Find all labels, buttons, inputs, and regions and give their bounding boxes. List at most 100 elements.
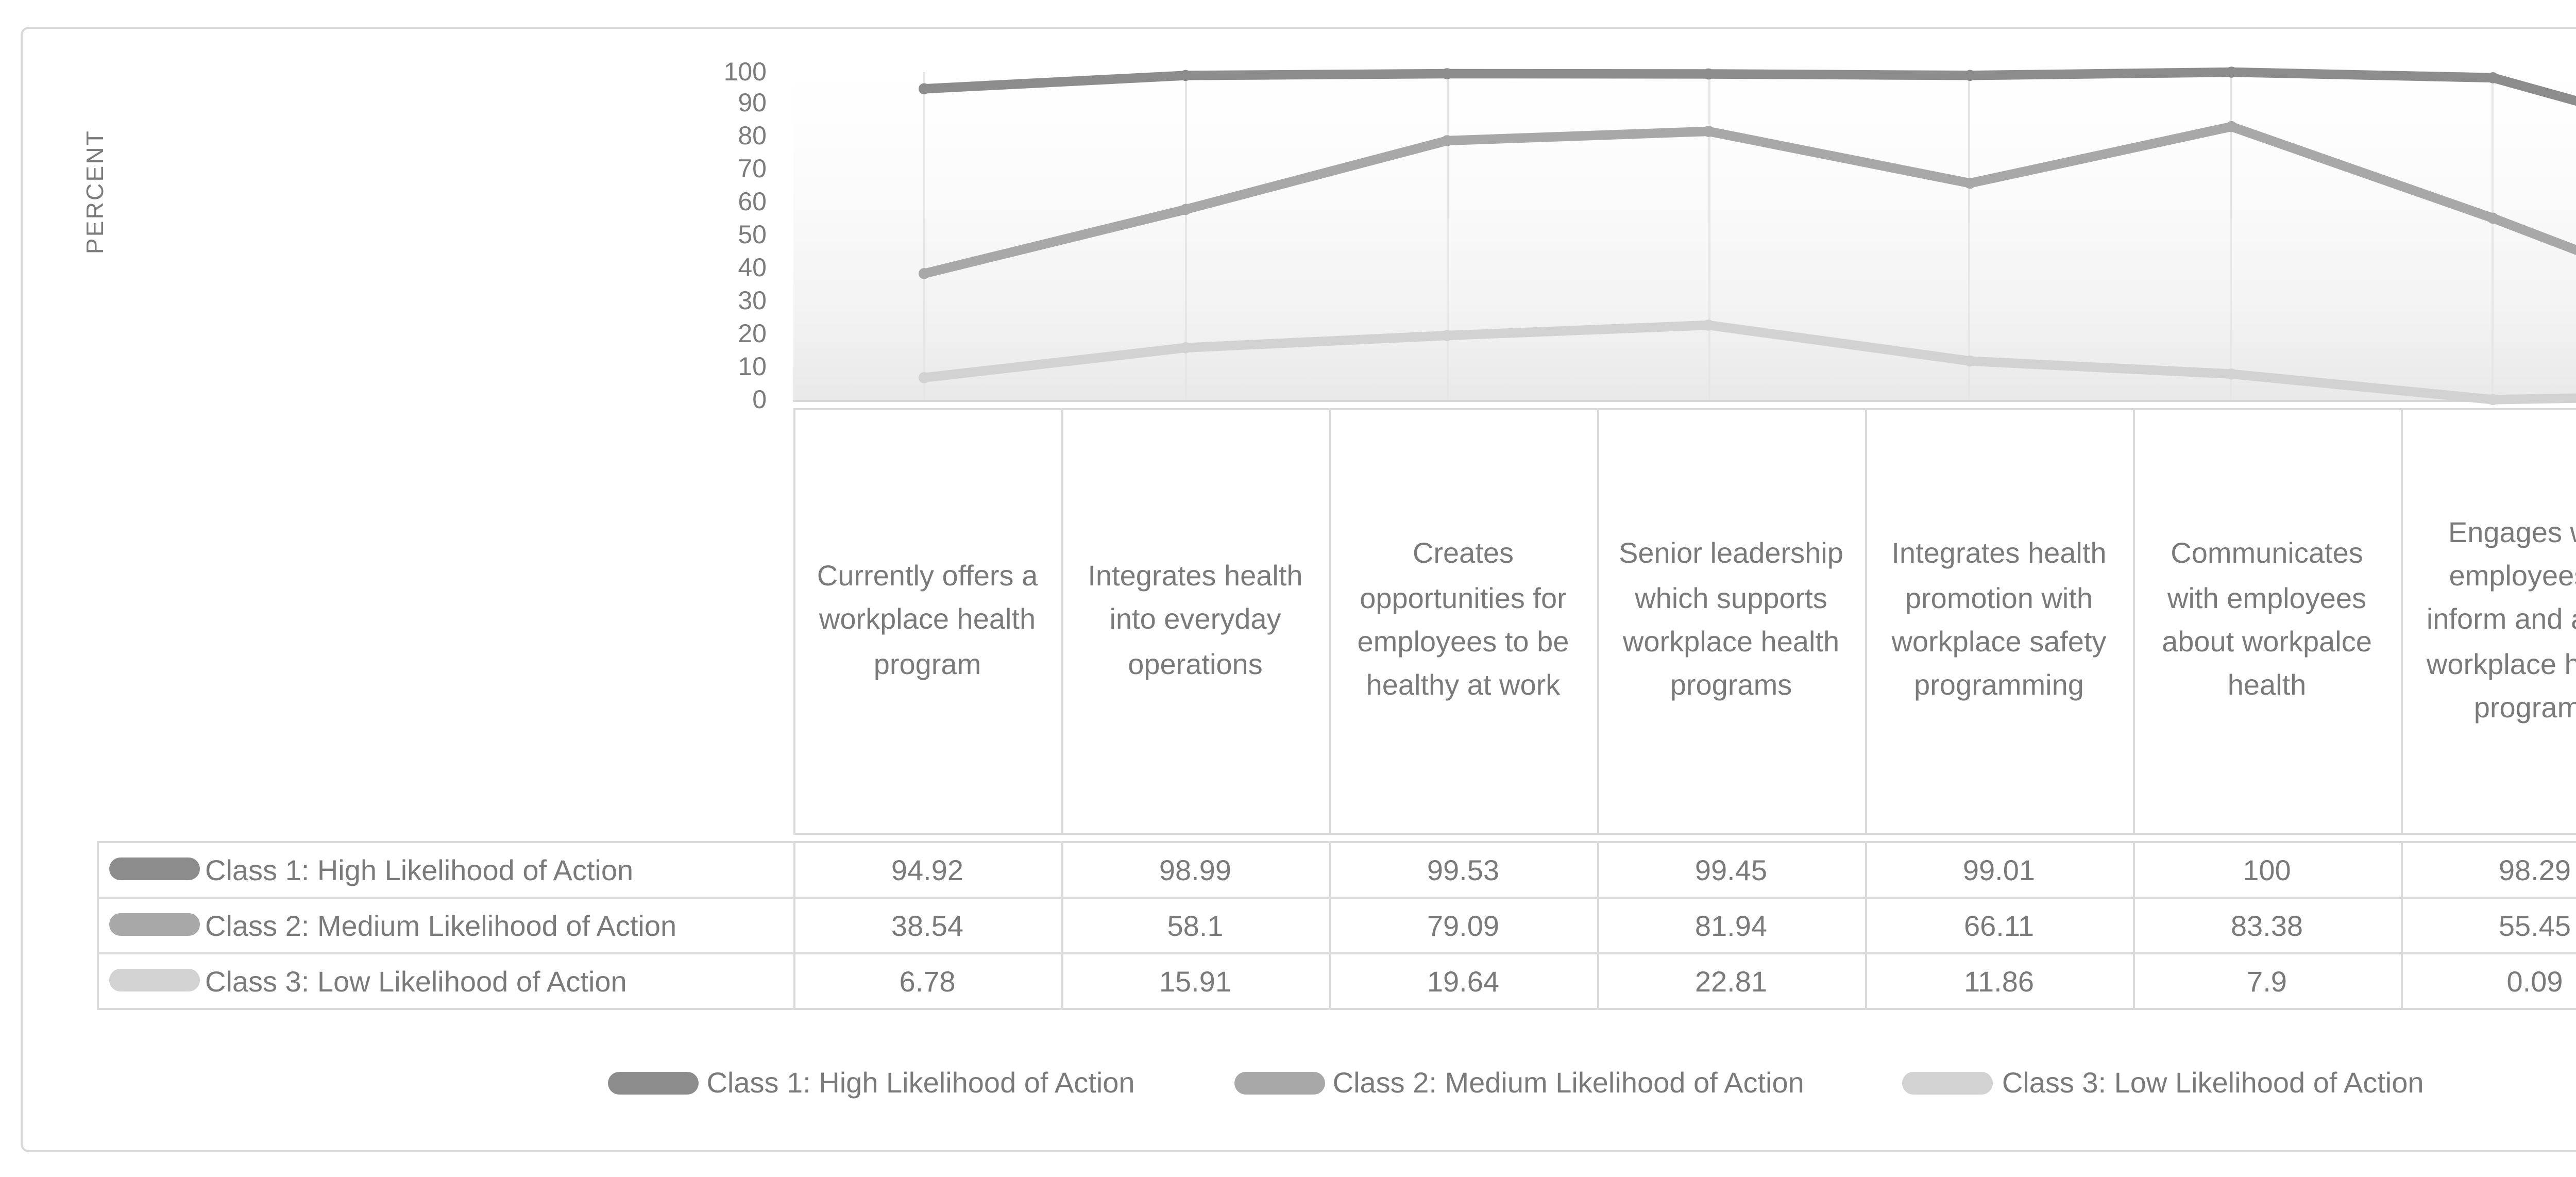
value-cell: 99.45 xyxy=(1596,840,1866,898)
series-row-label: Class 3: Low Likelihood of Action xyxy=(98,953,792,1007)
plot-area xyxy=(793,66,2576,406)
y-axis-tick-label: 60 xyxy=(738,188,767,217)
y-axis-title: PERCENT xyxy=(84,129,109,255)
data-point-marker xyxy=(1703,320,1715,331)
value-cell: 58.1 xyxy=(1060,896,1330,953)
y-axis-tick-label: 80 xyxy=(738,122,767,152)
series-row-label-cell: Class 3: Low Likelihood of Action xyxy=(96,951,794,1009)
vertical-gridline xyxy=(1969,72,1971,400)
y-axis-tick-label: 40 xyxy=(738,253,767,282)
series-name-label: Class 3: Low Likelihood of Action xyxy=(205,964,627,997)
data-point-marker xyxy=(1441,135,1453,146)
category-header-row: Currently offers a workplace health prog… xyxy=(792,407,2576,834)
series-name-label: Class 1: High Likelihood of Action xyxy=(205,852,634,885)
series-line-1 xyxy=(919,67,2576,106)
series-line-2 xyxy=(919,122,2576,279)
series-row-label-cell: Class 1: High Likelihood of Action xyxy=(96,840,794,898)
y-axis-tick-label: 10 xyxy=(738,351,767,381)
data-point-marker xyxy=(1703,126,1715,137)
y-axis-tick-label: 70 xyxy=(738,155,767,184)
series-line-swatch-icon xyxy=(108,857,199,880)
value-cell: 100 xyxy=(2132,840,2402,898)
series-line-swatch-icon xyxy=(108,969,199,991)
y-axis-tick-label: 0 xyxy=(752,384,767,413)
value-cell: 7.9 xyxy=(2132,951,2402,1009)
legend-line-swatch-icon xyxy=(607,1071,699,1094)
data-point-marker xyxy=(2226,66,2238,78)
data-point-marker xyxy=(1703,68,1715,80)
legend-label: Class 1: High Likelihood of Action xyxy=(706,1066,1135,1099)
value-cell: 55.45 xyxy=(2400,896,2576,953)
table-row: Class 3: Low Likelihood of Action 6.78 15.… xyxy=(96,951,2576,1009)
y-axis-tick-label: 20 xyxy=(738,318,767,348)
table-row: Class 1: High Likelihood of Action 94.92 9… xyxy=(96,840,2576,898)
value-cell: 38.54 xyxy=(792,896,1062,953)
value-cell: 11.86 xyxy=(1864,951,2134,1009)
series-row-label-cell: Class 2: Medium Likelihood of Action xyxy=(96,896,794,953)
data-point-marker xyxy=(1964,70,1976,81)
legend-label: Class 3: Low Likelihood of Action xyxy=(2002,1066,2424,1099)
series-row-label: Class 1: High Likelihood of Action xyxy=(98,842,792,896)
data-table: Class 1: High Likelihood of Action 94.92 9… xyxy=(96,840,2576,1009)
value-cell: 6.78 xyxy=(792,951,1062,1009)
vertical-gridline xyxy=(1184,72,1187,400)
category-header-cell: Creates opportunities for employees to b… xyxy=(1328,407,1598,834)
value-cell: 94.92 xyxy=(792,840,1062,898)
legend-label: Class 2: Medium Likelihood of Action xyxy=(1332,1066,1804,1099)
data-point-marker xyxy=(1180,342,1192,354)
series-line-3 xyxy=(919,320,2576,405)
legend-line-swatch-icon xyxy=(1903,1071,1994,1094)
data-point-marker xyxy=(2226,368,2238,380)
data-point-marker xyxy=(1441,330,1453,341)
value-cell: 98.29 xyxy=(2400,840,2576,898)
vertical-gridline xyxy=(2492,72,2494,400)
legend-item: Class 2: Medium Likelihood of Action xyxy=(1233,1066,1804,1099)
data-point-marker xyxy=(2226,121,2238,132)
category-header-cell: Communicates with employees about workpa… xyxy=(2132,407,2402,834)
data-point-marker xyxy=(2487,72,2499,83)
data-point-marker xyxy=(918,372,930,383)
value-cell: 15.91 xyxy=(1060,951,1330,1009)
legend-item: Class 3: Low Likelihood of Action xyxy=(1903,1066,2424,1099)
data-point-marker xyxy=(1964,355,1976,367)
y-axis-tick-label: 90 xyxy=(738,89,767,119)
category-header-cell: Engages with employees to inform and ada… xyxy=(2400,407,2576,834)
value-cell: 19.64 xyxy=(1328,951,1598,1009)
legend-item: Class 1: High Likelihood of Action xyxy=(607,1066,1135,1099)
vertical-gridline xyxy=(1707,72,1710,400)
data-point-marker xyxy=(2487,212,2499,224)
series-name-label: Class 2: Medium Likelihood of Action xyxy=(205,908,677,941)
value-cell: 79.09 xyxy=(1328,896,1598,953)
category-header-cell: Currently offers a workplace health prog… xyxy=(792,407,1062,834)
category-header-table: Currently offers a workplace health prog… xyxy=(792,407,2576,834)
vertical-gridline xyxy=(1446,72,1448,400)
data-point-marker xyxy=(918,268,930,279)
category-header-cell: Integrates health promotion with workpla… xyxy=(1864,407,2134,834)
legend-line-swatch-icon xyxy=(1233,1071,1325,1094)
value-cell: 83.38 xyxy=(2132,896,2402,953)
data-point-marker xyxy=(1180,70,1192,81)
y-axis-tick-label: 50 xyxy=(738,221,767,249)
value-cell: 81.94 xyxy=(1596,896,1866,953)
value-cell: 0.09 xyxy=(2400,951,2576,1009)
vertical-gridline xyxy=(2230,72,2233,400)
chart-lines xyxy=(918,66,2576,406)
value-cell: 99.53 xyxy=(1328,840,1598,898)
table-row: Class 2: Medium Likelihood of Action 38.5… xyxy=(96,896,2576,953)
value-cell: 66.11 xyxy=(1864,896,2134,953)
vertical-gridline xyxy=(923,72,925,400)
data-point-marker xyxy=(1180,204,1192,215)
data-point-marker xyxy=(1964,177,1976,189)
y-axis-tick-label: 30 xyxy=(738,286,767,315)
value-cell: 22.81 xyxy=(1596,951,1866,1009)
series-line-swatch-icon xyxy=(108,913,199,936)
value-cell: 99.01 xyxy=(1864,840,2134,898)
value-cell: 98.99 xyxy=(1060,840,1330,898)
data-point-marker xyxy=(918,83,930,95)
data-point-marker xyxy=(1441,68,1453,79)
data-point-marker xyxy=(2487,394,2499,406)
category-header-cell: Integrates health into everyday operatio… xyxy=(1060,407,1330,834)
series-row-label: Class 2: Medium Likelihood of Action xyxy=(98,898,792,951)
category-header-cell: Senior leadership which supports workpla… xyxy=(1596,407,1866,834)
